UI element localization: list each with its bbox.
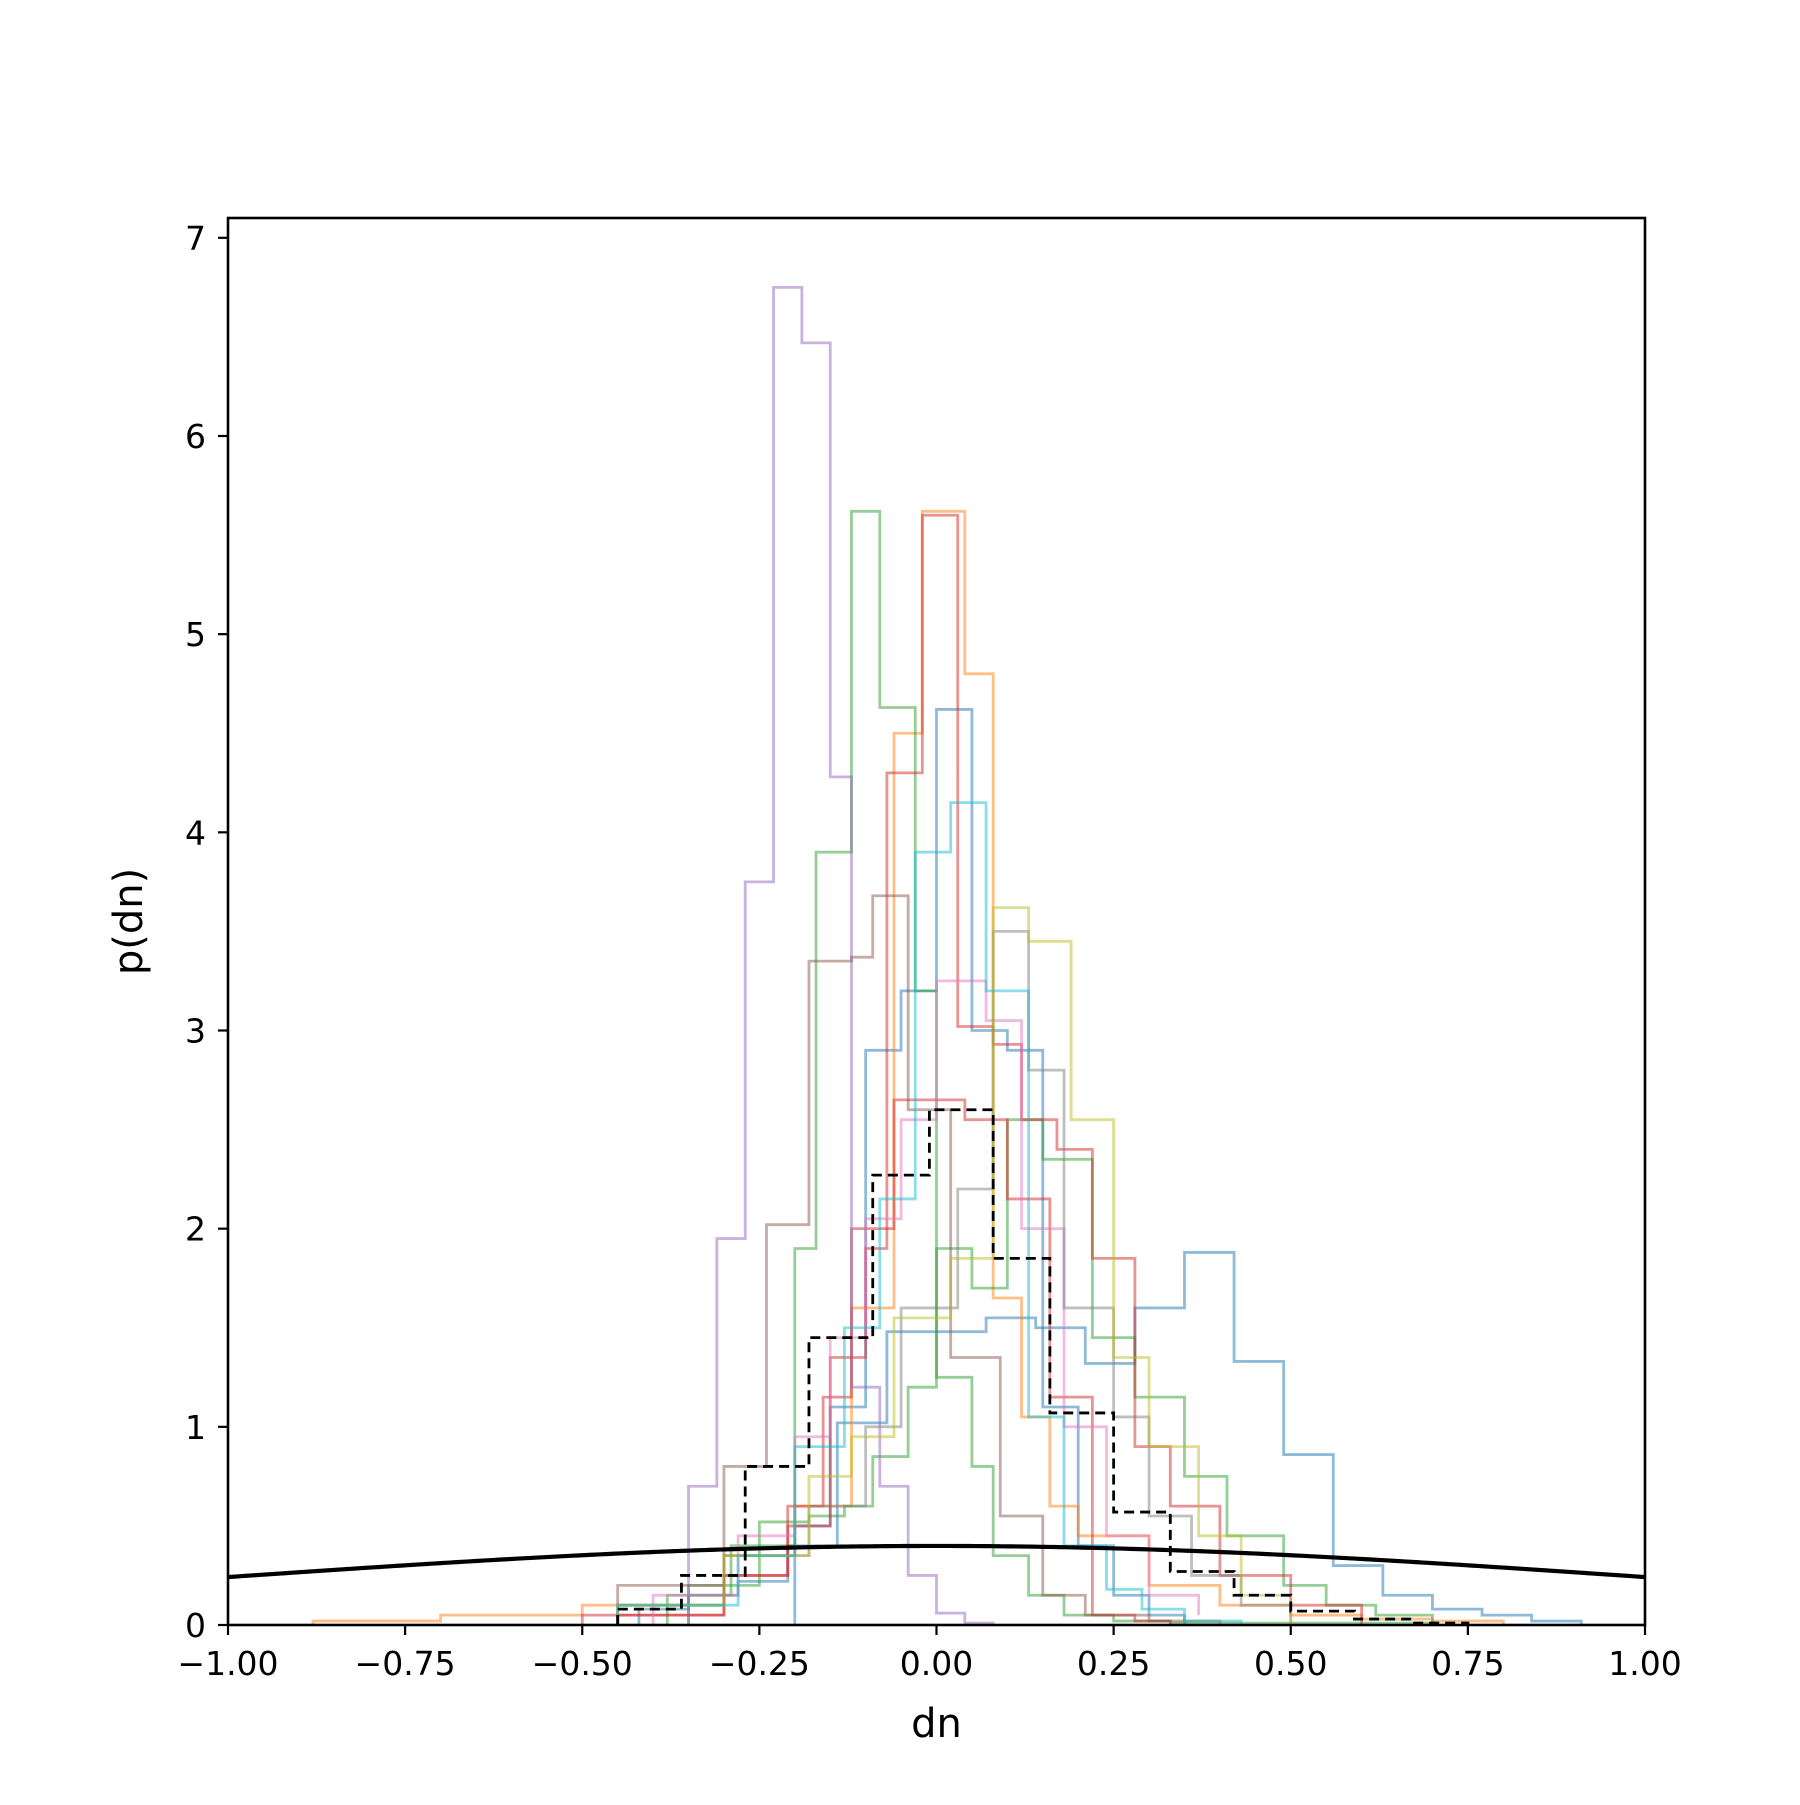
x-tick-label: −0.50 xyxy=(532,1644,633,1683)
histogram-series-12 xyxy=(616,906,1293,1625)
histogram-series-9 xyxy=(616,894,1222,1625)
x-tick-label: −1.00 xyxy=(177,1644,278,1683)
y-tick-label: 3 xyxy=(185,1011,206,1050)
axes-layer: −1.00 −0.75 −0.50 −0.25 0.00 0.25 0.50 0.75 1.00… xyxy=(177,216,1682,1683)
y-tick-label: 5 xyxy=(185,615,206,654)
series-layer xyxy=(228,285,1645,1625)
y-axis-label: p(dn) xyxy=(106,868,152,975)
histogram-series-13 xyxy=(616,801,1243,1625)
x-tick-label: −0.25 xyxy=(709,1644,810,1683)
x-tick-label: 0.25 xyxy=(1077,1644,1150,1683)
x-tick-label: 0.75 xyxy=(1431,1644,1504,1683)
y-tick-label: 4 xyxy=(185,813,206,852)
histogram-series-2 xyxy=(793,708,1186,1625)
histogram-series-8 xyxy=(687,285,995,1625)
y-tick-label: 2 xyxy=(185,1210,206,1249)
x-tick-label: 0.50 xyxy=(1254,1644,1327,1683)
y-tick-label: 6 xyxy=(185,417,206,456)
y-tick-label: 1 xyxy=(185,1408,206,1447)
y-tick-label: 7 xyxy=(185,219,206,258)
combined-histogram-series xyxy=(616,1108,1470,1625)
normal-pdf-curve xyxy=(228,1543,1645,1580)
x-tick-label: 0.00 xyxy=(900,1644,973,1683)
x-axis-label: dn xyxy=(911,1701,962,1747)
histogram-series-4 xyxy=(665,509,1434,1625)
x-tick-label: −0.75 xyxy=(355,1644,456,1683)
x-tick-label: 1.00 xyxy=(1608,1644,1681,1683)
y-tick-label: 0 xyxy=(185,1606,206,1645)
